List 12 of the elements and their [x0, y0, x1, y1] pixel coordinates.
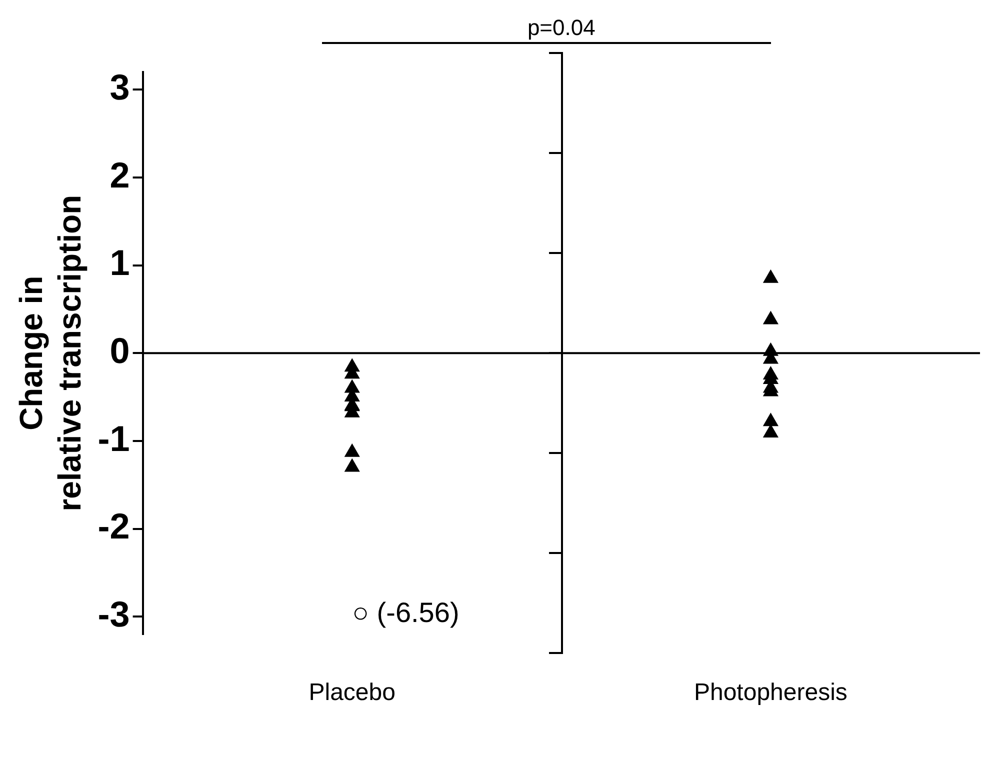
x-tick-label: Placebo: [308, 679, 396, 706]
y-tick-label: -1: [98, 418, 130, 459]
y-tick-label: 0: [110, 330, 130, 372]
y-axis-title: Change in relative transcription: [13, 194, 88, 512]
y-tick-label: 2: [110, 154, 130, 196]
y-tick-label: 1: [110, 242, 130, 284]
y-tick-label: 3: [110, 66, 130, 108]
text: p=0.04: [527, 15, 596, 40]
y-tick-label: -3: [98, 594, 130, 635]
y-tick-label: -2: [98, 506, 130, 547]
x-tick-label: Photopheresis: [694, 679, 848, 706]
annotation: ○ (-6.56): [352, 596, 460, 628]
